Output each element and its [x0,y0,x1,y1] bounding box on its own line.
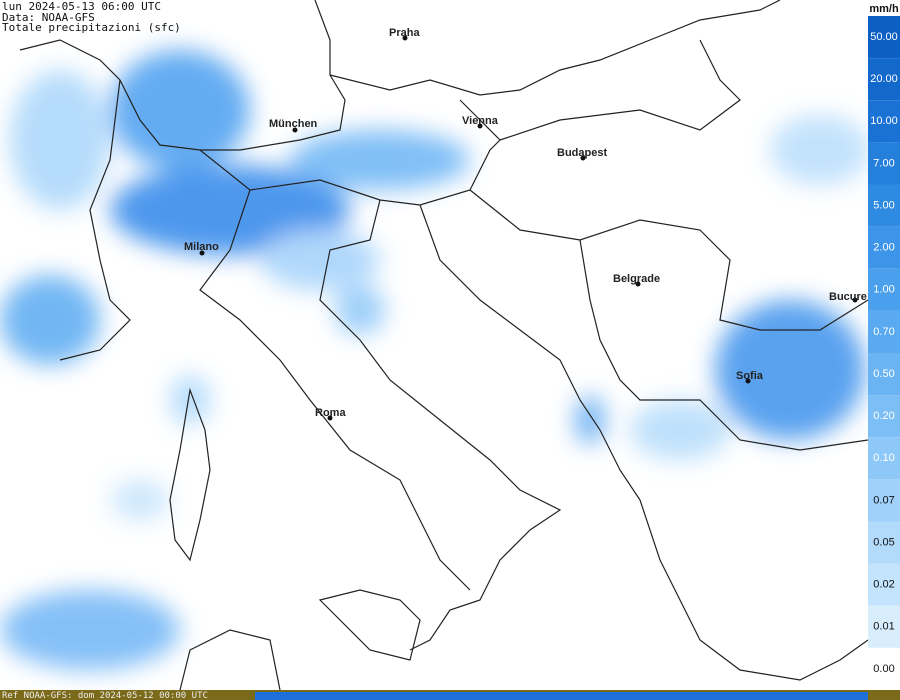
legend-label: 20.00 [870,73,898,85]
legend-label: 0.70 [873,326,894,338]
legend-unit: mm/h [869,3,899,15]
legend-label: 1.00 [873,284,894,296]
legend-swatch [868,226,900,269]
legend-swatch [868,563,900,606]
borders [19,0,869,691]
legend-swatch [868,184,900,227]
legend-swatch [868,310,900,353]
legend-label: 0.10 [873,452,894,464]
legend-label: 2.00 [873,242,894,254]
legend-label: 7.00 [873,157,894,169]
legend-label: 0.20 [873,410,894,422]
legend-label: 0.02 [873,579,894,591]
legend-swatch [868,268,900,311]
legend-label: 5.00 [873,199,894,211]
city-label: Milano [184,241,219,253]
city-label: Sofia [736,370,764,382]
legend-swatch [868,58,900,101]
legend-label: 50.00 [870,31,898,43]
city-label: Roma [315,407,346,419]
legend-swatch [868,479,900,522]
legend-label: 0.01 [873,621,894,633]
city-label: Praha [389,27,420,39]
header-source: Data: NOAA-GFS [2,11,95,24]
header-date: lun 2024-05-13 06:00 UTC [2,0,161,13]
legend-swatch [868,437,900,480]
legend-swatch [868,142,900,185]
city-labels: Praha München Vienna Budapest Milano Bel… [184,27,867,419]
legend-label: 0.00 [873,663,894,675]
legend-swatch [868,16,900,59]
legend-label: 10.00 [870,115,898,127]
legend: mm/h 50.00 20.00 10.00 7.00 5.00 2.00 1.00 0.70… [868,0,900,690]
legend-label: 0.50 [873,368,894,380]
city-label: Budapest [557,147,607,159]
city-markers [199,35,858,421]
city-label: München [269,118,318,130]
precipitation [0,50,870,670]
legend-label: 0.07 [873,494,894,506]
legend-swatch [868,605,900,648]
legend-swatch [868,521,900,564]
footer-ref: Ref NOAA-GFS: dom 2024-05-12 00:00 UTC [2,691,208,700]
legend-label: 0.05 [873,536,894,548]
legend-swatch [868,100,900,143]
legend-swatch [868,395,900,438]
footer-bar-blue [255,692,868,700]
city-label: Vienna [462,115,499,127]
legend-swatch [868,353,900,396]
city-label: Bucure [829,291,867,303]
legend-swatch [868,647,900,690]
header-field: Totale precipitazioni (sfc) [2,21,181,34]
city-label: Belgrade [613,273,660,285]
